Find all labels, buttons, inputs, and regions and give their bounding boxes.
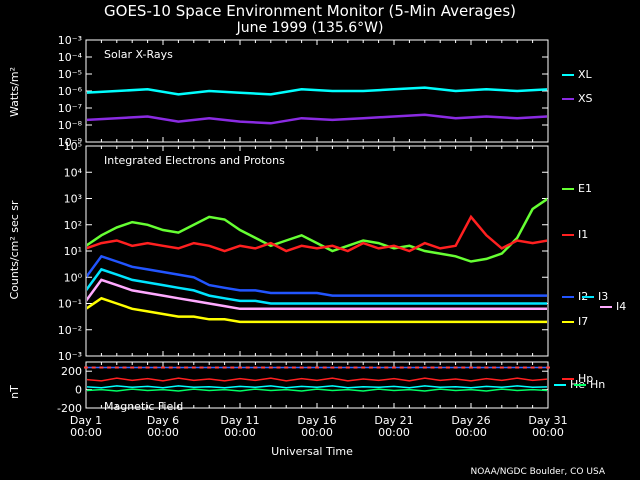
legend-label-i7: I7: [578, 315, 588, 328]
legend-label-xl: XL: [578, 68, 593, 81]
x-tick-time-label: 00:00: [301, 426, 333, 439]
x-tick-time-label: 00:00: [70, 426, 102, 439]
x-tick-label: Day 26: [451, 414, 490, 427]
panel2-ylabel: Counts/cm² sec sr: [8, 200, 21, 300]
panel1-title: Solar X-Rays: [104, 48, 173, 61]
y-tick-label: 10⁻²: [58, 324, 82, 337]
y-tick-label: 10⁻⁹: [58, 136, 82, 149]
series-line-i3: [87, 267, 547, 305]
legend-label-hp: Hp: [578, 372, 593, 385]
series-line-i1: [87, 214, 547, 253]
series-line-e1: [87, 197, 547, 263]
x-tick-time-label: 00:00: [147, 426, 179, 439]
panel3-title: Magnetic Field: [104, 400, 183, 413]
y-tick-label: 10⁻¹: [58, 298, 82, 311]
series-line-hp: [87, 377, 547, 382]
legend-label-xs: XS: [578, 92, 593, 105]
series-line-i2: [87, 254, 547, 297]
x-tick-label: Day 16: [297, 414, 336, 427]
y-tick-label: 10⁻³: [58, 34, 82, 47]
panel2-title: Integrated Electrons and Protons: [104, 154, 285, 167]
legend-label-i4: I4: [616, 300, 626, 313]
series-line-i7: [87, 296, 547, 324]
y-tick-label: 10⁴: [64, 166, 83, 179]
x-tick-label: Day 31: [528, 414, 567, 427]
y-tick-label: 0: [75, 384, 82, 397]
chart-subtitle: June 1999 (135.6°W): [236, 20, 384, 36]
credit: NOAA/NGDC Boulder, CO USA: [471, 467, 606, 477]
x-axis-label: Universal Time: [271, 445, 353, 458]
y-tick-label: 10³: [64, 193, 82, 206]
series-line-xl: [87, 86, 547, 96]
series-line-xs: [87, 113, 547, 125]
y-tick-label: 10¹: [64, 245, 82, 258]
x-tick-label: Day 1: [70, 414, 102, 427]
legend-label-hn: Hn: [590, 378, 605, 391]
x-tick-time-label: 00:00: [378, 426, 410, 439]
y-tick-label: 200: [61, 365, 82, 378]
x-tick-time-label: 00:00: [532, 426, 564, 439]
y-tick-label: 10⁻⁵: [58, 68, 82, 81]
x-tick-time-label: 00:00: [224, 426, 256, 439]
y-tick-label: 10⁻⁸: [58, 119, 83, 132]
y-tick-label: 10⁻⁶: [58, 85, 83, 98]
panel1-ylabel: Watts/m²: [8, 67, 21, 117]
chart-title: GOES-10 Space Environment Monitor (5-Min…: [104, 2, 516, 20]
x-tick-label: Day 11: [220, 414, 259, 427]
x-tick-label: Day 6: [147, 414, 179, 427]
y-tick-label: -200: [57, 402, 82, 415]
x-tick-label: Day 21: [374, 414, 413, 427]
panel3-ylabel: nT: [8, 385, 21, 399]
x-tick-time-label: 00:00: [455, 426, 487, 439]
legend-label-i3: I3: [598, 290, 608, 303]
y-tick-label: 10⁵: [64, 140, 82, 153]
legend-label-e1: E1: [578, 182, 592, 195]
series-line-i4: [87, 278, 547, 311]
series-line-he: [87, 385, 547, 389]
y-tick-label: 10⁰: [64, 271, 83, 284]
y-tick-label: 10⁻³: [58, 350, 82, 363]
y-tick-label: 10²: [64, 219, 82, 232]
legend-label-i1: I1: [578, 228, 588, 241]
series-line-hn: [87, 388, 547, 392]
y-tick-label: 10⁻⁴: [58, 51, 83, 64]
panel-frame: [85, 145, 549, 357]
y-tick-label: 10⁻⁷: [58, 102, 82, 115]
